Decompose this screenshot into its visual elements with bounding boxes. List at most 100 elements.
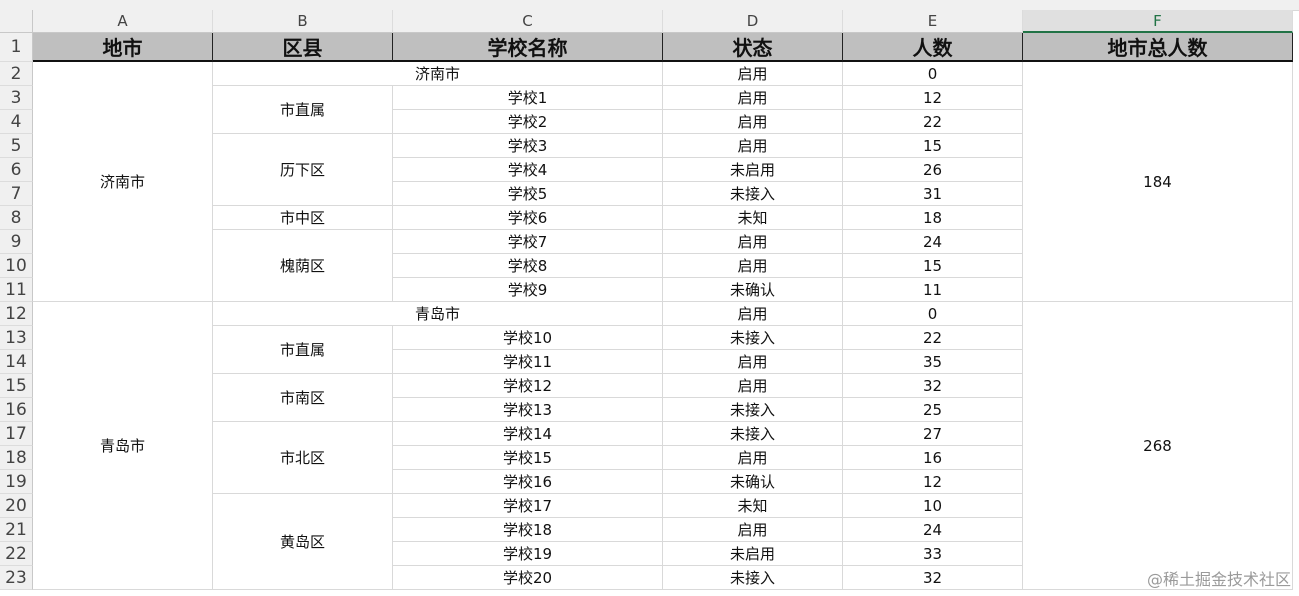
city-summary-label[interactable]: 济南市 [213,62,663,86]
school-name-cell[interactable]: 学校18 [393,518,663,542]
status-cell[interactable]: 未接入 [663,422,843,446]
count-cell[interactable]: 26 [843,158,1023,182]
status-cell[interactable]: 启用 [663,518,843,542]
school-name-cell[interactable]: 学校14 [393,422,663,446]
status-cell[interactable]: 启用 [663,62,843,86]
district-cell[interactable]: 市北区 [213,422,393,494]
school-name-cell[interactable]: 学校6 [393,206,663,230]
header-cell[interactable]: 地市 [33,33,213,62]
school-name-cell[interactable]: 学校16 [393,470,663,494]
count-cell[interactable]: 35 [843,350,1023,374]
count-cell[interactable]: 31 [843,182,1023,206]
school-name-cell[interactable]: 学校19 [393,542,663,566]
school-name-cell[interactable]: 学校10 [393,326,663,350]
city-total-cell[interactable]: 184 [1023,62,1293,302]
row-header-6[interactable]: 6 [0,158,33,182]
row-header-14[interactable]: 14 [0,350,33,374]
header-cell[interactable]: 状态 [663,33,843,62]
school-name-cell[interactable]: 学校7 [393,230,663,254]
row-header-12[interactable]: 12 [0,302,33,326]
school-name-cell[interactable]: 学校3 [393,134,663,158]
school-name-cell[interactable]: 学校17 [393,494,663,518]
status-cell[interactable]: 未确认 [663,278,843,302]
status-cell[interactable]: 启用 [663,254,843,278]
school-name-cell[interactable]: 学校15 [393,446,663,470]
row-header-22[interactable]: 22 [0,542,33,566]
status-cell[interactable]: 启用 [663,374,843,398]
school-name-cell[interactable]: 学校9 [393,278,663,302]
status-cell[interactable]: 未知 [663,494,843,518]
status-cell[interactable]: 启用 [663,302,843,326]
school-name-cell[interactable]: 学校12 [393,374,663,398]
header-cell[interactable]: 学校名称 [393,33,663,62]
status-cell[interactable]: 启用 [663,230,843,254]
count-cell[interactable]: 32 [843,374,1023,398]
school-name-cell[interactable]: 学校13 [393,398,663,422]
school-name-cell[interactable]: 学校2 [393,110,663,134]
district-cell[interactable]: 历下区 [213,134,393,206]
select-all-corner[interactable] [0,10,33,33]
count-cell[interactable]: 12 [843,86,1023,110]
row-header-5[interactable]: 5 [0,134,33,158]
school-name-cell[interactable]: 学校11 [393,350,663,374]
column-header-f[interactable]: F [1023,10,1293,33]
status-cell[interactable]: 启用 [663,446,843,470]
row-header-21[interactable]: 21 [0,518,33,542]
row-header-17[interactable]: 17 [0,422,33,446]
row-header-18[interactable]: 18 [0,446,33,470]
district-cell[interactable]: 市南区 [213,374,393,422]
district-cell[interactable]: 黄岛区 [213,494,393,590]
count-cell[interactable]: 25 [843,398,1023,422]
row-header-23[interactable]: 23 [0,566,33,590]
city-total-cell[interactable]: 268 [1023,302,1293,590]
column-header-a[interactable]: A [33,10,213,33]
column-header-b[interactable]: B [213,10,393,33]
row-header-1[interactable]: 1 [0,33,33,62]
row-header-4[interactable]: 4 [0,110,33,134]
row-header-2[interactable]: 2 [0,62,33,86]
count-cell[interactable]: 10 [843,494,1023,518]
count-cell[interactable]: 16 [843,446,1023,470]
status-cell[interactable]: 未启用 [663,158,843,182]
city-cell[interactable]: 青岛市 [33,302,213,590]
column-header-c[interactable]: C [393,10,663,33]
district-cell[interactable]: 槐荫区 [213,230,393,302]
count-cell[interactable]: 15 [843,134,1023,158]
header-cell[interactable]: 人数 [843,33,1023,62]
status-cell[interactable]: 未接入 [663,326,843,350]
status-cell[interactable]: 启用 [663,134,843,158]
row-header-16[interactable]: 16 [0,398,33,422]
city-cell[interactable]: 济南市 [33,62,213,302]
count-cell[interactable]: 27 [843,422,1023,446]
status-cell[interactable]: 未启用 [663,542,843,566]
count-cell[interactable]: 11 [843,278,1023,302]
row-header-11[interactable]: 11 [0,278,33,302]
row-header-3[interactable]: 3 [0,86,33,110]
district-cell[interactable]: 市直属 [213,86,393,134]
column-header-d[interactable]: D [663,10,843,33]
count-cell[interactable]: 18 [843,206,1023,230]
status-cell[interactable]: 未知 [663,206,843,230]
school-name-cell[interactable]: 学校20 [393,566,663,590]
status-cell[interactable]: 启用 [663,86,843,110]
status-cell[interactable]: 未确认 [663,470,843,494]
count-cell[interactable]: 22 [843,326,1023,350]
row-header-10[interactable]: 10 [0,254,33,278]
district-cell[interactable]: 市直属 [213,326,393,374]
header-cell[interactable]: 区县 [213,33,393,62]
city-summary-label[interactable]: 青岛市 [213,302,663,326]
district-cell[interactable]: 市中区 [213,206,393,230]
row-header-13[interactable]: 13 [0,326,33,350]
row-header-20[interactable]: 20 [0,494,33,518]
row-header-9[interactable]: 9 [0,230,33,254]
count-cell[interactable]: 15 [843,254,1023,278]
school-name-cell[interactable]: 学校8 [393,254,663,278]
count-cell[interactable]: 24 [843,518,1023,542]
count-cell[interactable]: 12 [843,470,1023,494]
header-cell[interactable]: 地市总人数 [1023,33,1293,62]
count-cell[interactable]: 0 [843,302,1023,326]
row-header-19[interactable]: 19 [0,470,33,494]
status-cell[interactable]: 启用 [663,350,843,374]
status-cell[interactable]: 启用 [663,110,843,134]
status-cell[interactable]: 未接入 [663,566,843,590]
